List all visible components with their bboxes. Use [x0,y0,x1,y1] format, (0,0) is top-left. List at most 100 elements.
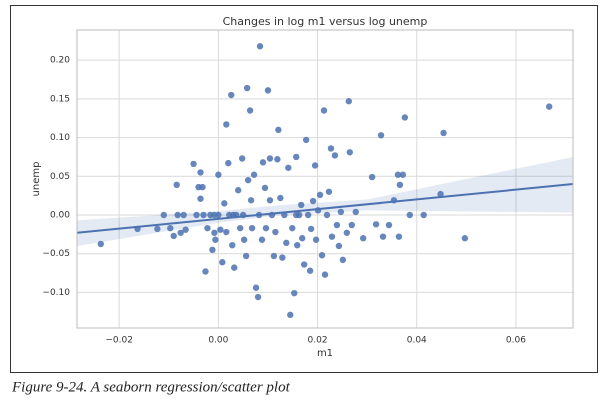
scatter-point [297,201,305,209]
scatter-point [335,242,343,250]
scatter-point [238,155,246,162]
plot-border [76,29,574,329]
scatter-point [215,171,222,178]
scatter-point [182,226,189,233]
scatter-point [173,181,180,189]
scatter-point [312,236,320,243]
x-tick-label: 0.06 [506,336,526,346]
chart-title: Changes in log m1 versus log unemp [223,15,428,28]
scatter-point [348,221,355,229]
scatter-point [274,156,281,163]
scatter-point [190,160,197,168]
scatter-point [154,225,161,233]
scatter-point [221,200,228,207]
scatter-point [250,171,258,178]
scatter-point [223,228,230,236]
scatter-point [291,289,298,297]
confidence-band [77,156,573,246]
scatter-point [325,188,333,195]
y-tick-label: 0.20 [50,56,70,66]
scatter-point [170,232,177,240]
scatter-point [235,187,242,194]
scatter-point [306,267,314,274]
scatter-point [287,311,294,319]
scatter-point [209,246,216,254]
scatter-point [289,224,296,232]
x-axis-label: m1 [317,348,333,359]
scatter-point [294,241,301,249]
plot-area: −0.02 0.00 0.02 0.04 0.06 −0.10 −0.05 0.00 0.05 0… [42,29,574,346]
scatter-point [180,211,187,219]
scatter-point [212,236,219,243]
scatter-point [304,211,312,219]
scatter-point [236,224,244,232]
scatter-point [246,107,254,114]
y-axis-label: unemp [31,162,42,197]
scatter-point [259,159,267,166]
scatter-point [199,183,206,191]
scatter-point [217,226,224,233]
y-tick-label: −0.10 [42,288,70,298]
scatter-point [327,145,335,152]
scatter-point [279,254,286,261]
scatter-point [343,229,351,236]
scatter-point [307,225,315,233]
scatter-point [377,132,385,139]
scatter-point [167,224,174,232]
y-tick-label: −0.05 [42,249,70,259]
y-tick-label: 0.05 [50,172,70,182]
scatter-point [298,235,306,242]
x-tick-label: 0.00 [208,336,228,346]
scatter-point [275,126,282,134]
scatter-point [204,224,211,232]
scatter-point [272,228,279,236]
scatter-point [328,233,336,240]
x-tick-label: 0.02 [308,336,328,346]
scatter-point [321,271,329,278]
scatter-point [333,221,341,229]
scatter-point [225,159,232,167]
scatter-point [395,233,403,240]
scatter-point [264,87,272,94]
scatter-point [193,211,200,219]
scatter-point [261,184,269,192]
scatter-point [228,91,235,99]
scatter-point [266,197,274,204]
scatter-point [545,103,553,110]
scatter-point [293,211,300,219]
scatter-point [309,197,317,205]
scatter-point [240,236,248,243]
scatter-point [352,208,359,216]
scatter-point [283,239,290,247]
scatter-point [368,173,376,181]
scatter-point [174,211,181,219]
scatter-point [197,169,204,176]
scatter-point [202,268,209,275]
scatter-point [396,181,404,189]
figure-caption: Figure 9-24. A seaborn regression/scatte… [11,379,291,395]
scatter-point [211,229,218,236]
scatter-point [318,252,326,259]
scatter-point [177,229,184,236]
scatter-point [247,197,255,204]
scatter-point [437,190,444,198]
scatter-point [248,224,256,232]
scatter-point [323,211,331,219]
scatter-point [254,293,262,301]
scatter-point [399,171,407,178]
scatter-point [223,121,230,128]
scatter-point [345,98,353,105]
scatter-point [229,241,236,249]
scatter-point [320,107,328,114]
y-tick-label: 0.15 [50,94,70,104]
scatter-point [231,264,238,271]
scatter-point [266,155,274,162]
scatter-point [242,252,250,260]
scatter-point [346,149,353,156]
scatter-point [420,211,427,219]
scatter-point [293,153,300,161]
scatter-point [285,164,292,171]
scatter-point [277,194,284,202]
